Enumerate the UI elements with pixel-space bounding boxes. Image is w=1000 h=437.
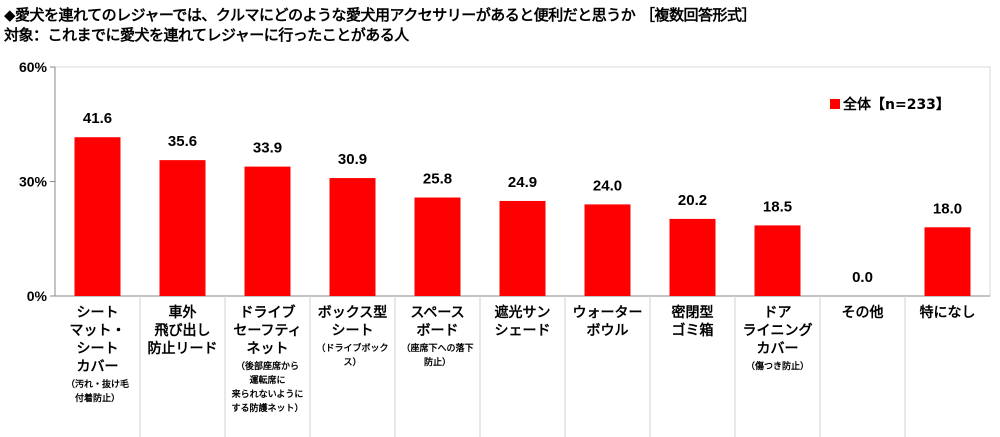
bar [924, 227, 971, 296]
x-tick-label: ドア ライニング カバー （傷つき防止） [735, 304, 820, 374]
category-label: ドア ライニング カバー [742, 305, 813, 357]
category-label: 密閉型 ゴミ箱 [671, 305, 714, 339]
x-tick-label: 遮光サン シェード [480, 304, 565, 340]
y-tick-label: 30% [19, 174, 48, 190]
x-tick-label: ドライブ セーフティ ネット （後部座席から 運転席に 来られないように する防護… [225, 304, 310, 416]
x-tick-label: ウォーター ボウル [565, 304, 650, 340]
bar [584, 204, 631, 296]
chart-title: ◆愛犬を連れてのレジャーでは、クルマにどのような愛犬用アクセサリーがあると便利だ… [4, 6, 756, 24]
category-note: （汚れ・抜け毛 付着防止） [65, 380, 129, 404]
bar [244, 166, 291, 296]
data-label: 20.2 [678, 192, 707, 209]
data-label: 24.0 [593, 177, 622, 194]
data-label: 25.8 [423, 171, 452, 188]
data-label: 33.9 [253, 140, 282, 157]
bar [159, 160, 206, 296]
x-tick-label: 車外 飛び出し 防止リード [140, 304, 225, 358]
y-tick-label: 0% [27, 288, 48, 304]
category-label: スペース ボード [410, 305, 465, 339]
category-label: 特になし [919, 305, 976, 321]
data-label: 24.9 [508, 174, 537, 191]
bar [754, 225, 801, 296]
data-label: 0.0 [852, 269, 873, 286]
category-label: シート マット・ シート カバー [69, 305, 126, 375]
bar [499, 200, 546, 296]
bar [329, 178, 376, 296]
legend-swatch [830, 99, 840, 109]
category-note: （座席下への落下 防止） [401, 344, 474, 368]
x-tick-label: 特になし [905, 304, 990, 322]
x-tick-label: ボックス型 シート （ドライブボックス） [310, 304, 395, 370]
x-tick-label: 密閉型 ゴミ箱 [650, 304, 735, 340]
data-label: 18.0 [933, 200, 962, 217]
data-label: 30.9 [338, 151, 367, 168]
category-label: 車外 飛び出し 防止リード [147, 305, 218, 357]
x-tick-label: スペース ボード （座席下への落下 防止） [395, 304, 480, 370]
x-tick-label: その他 [820, 304, 905, 322]
data-label: 41.6 [83, 110, 112, 127]
category-label: ウォーター ボウル [572, 305, 643, 339]
category-label: 遮光サン シェード [494, 305, 551, 339]
category-note: （後部座席から 運転席に 来られないように する防護ネット） [231, 362, 304, 414]
legend-label: 全体【n=233】 [842, 96, 950, 113]
bar [669, 218, 716, 296]
x-tick-label: シート マット・ シート カバー （汚れ・抜け毛 付着防止） [55, 304, 140, 406]
bar [74, 137, 121, 296]
chart-subtitle: 対象：これまでに愛犬を連れてレジャーに行ったことがある人 [4, 26, 409, 44]
category-note: （傷つき防止） [745, 362, 809, 372]
data-label: 35.6 [168, 133, 197, 150]
category-label: ボックス型 シート [317, 305, 388, 339]
category-note: （ドライブボックス） [316, 344, 389, 368]
category-label: その他 [841, 305, 884, 321]
bar [414, 197, 461, 296]
data-label: 18.5 [763, 198, 792, 215]
y-tick-label: 60% [19, 59, 48, 75]
category-label: ドライブ セーフティ ネット [233, 305, 302, 357]
